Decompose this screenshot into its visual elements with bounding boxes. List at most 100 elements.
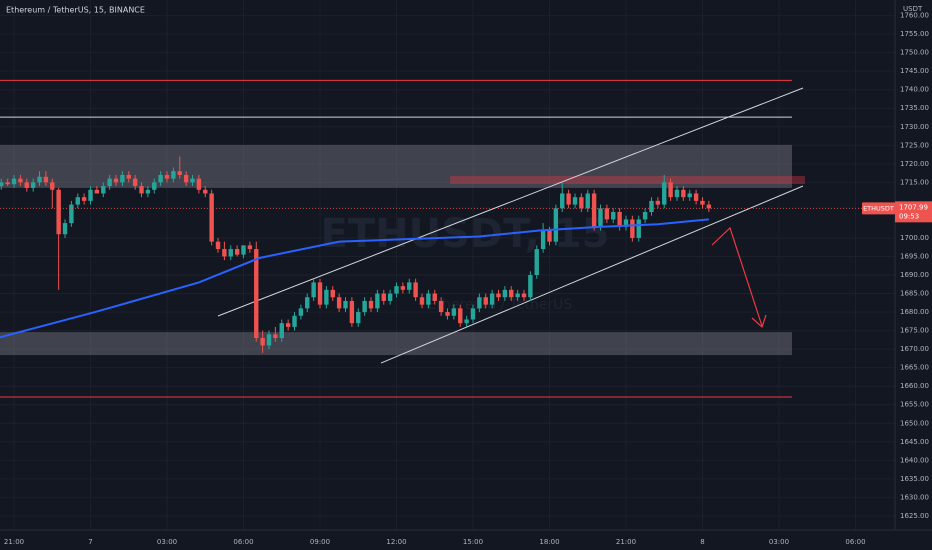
candle-body bbox=[196, 178, 202, 190]
candle-body bbox=[362, 300, 367, 313]
candle-body bbox=[438, 300, 444, 313]
arrow-head bbox=[751, 314, 767, 329]
y-tick-label: 1675.00 bbox=[900, 327, 929, 335]
candle-body bbox=[477, 297, 482, 309]
candle-body bbox=[509, 289, 514, 298]
candle-body bbox=[120, 174, 125, 183]
candle-body bbox=[62, 223, 68, 235]
watermark: ETHUSDT, 15 bbox=[321, 211, 610, 257]
candle-body bbox=[69, 204, 74, 224]
candle-body bbox=[419, 297, 425, 305]
candle-body bbox=[5, 182, 10, 185]
candle-body bbox=[228, 249, 233, 257]
x-tick-label: 21:00 bbox=[4, 538, 24, 546]
candle-body bbox=[617, 212, 622, 227]
candle-body bbox=[330, 289, 335, 298]
candle-body bbox=[24, 182, 29, 188]
currency: USDT bbox=[903, 5, 923, 13]
candle-body bbox=[458, 308, 463, 324]
candle-body bbox=[413, 282, 418, 298]
symbol-label: ETHUSDT bbox=[863, 204, 894, 212]
y-tick-label: 1660.00 bbox=[900, 382, 929, 390]
y-tick-label: 1715.00 bbox=[900, 178, 929, 186]
y-tick-label: 1645.00 bbox=[900, 438, 929, 446]
y-tick-label: 1685.00 bbox=[900, 290, 929, 298]
candle-body bbox=[18, 178, 23, 183]
candle-body bbox=[368, 300, 374, 309]
x-tick-label: 03:00 bbox=[769, 538, 789, 546]
y-tick-label: 1730.00 bbox=[900, 123, 929, 131]
candle-body bbox=[451, 308, 457, 316]
y-tick-label: 1650.00 bbox=[900, 419, 929, 427]
candle-body bbox=[190, 178, 195, 183]
y-tick-label: 1640.00 bbox=[900, 456, 929, 464]
candle-body bbox=[222, 249, 227, 257]
candle-body bbox=[88, 189, 93, 201]
candle-body bbox=[81, 197, 87, 201]
candle-body bbox=[687, 193, 692, 198]
candle-body bbox=[158, 174, 163, 183]
candle-body bbox=[305, 297, 310, 309]
y-tick-label: 1630.00 bbox=[900, 493, 929, 501]
candle-body bbox=[113, 178, 119, 183]
last-price-label: 1707.99 bbox=[899, 203, 928, 211]
x-tick-label: 09:00 bbox=[310, 538, 330, 546]
y-tick-label: 1720.00 bbox=[900, 160, 929, 168]
candle-body bbox=[0, 182, 4, 187]
candle-body bbox=[311, 282, 316, 298]
candle-body bbox=[540, 230, 546, 250]
candle-body bbox=[547, 230, 552, 242]
candle-body bbox=[260, 338, 265, 346]
moving-average bbox=[0, 218, 709, 339]
candle-body bbox=[126, 174, 131, 179]
x-tick-label: 06:00 bbox=[845, 538, 865, 546]
candle-body bbox=[247, 245, 253, 250]
candle-body bbox=[37, 176, 42, 183]
candle-body bbox=[655, 200, 661, 205]
countdown-label: 09:53 bbox=[899, 212, 919, 220]
y-tick-label: 1760.00 bbox=[900, 12, 929, 20]
watermark-sub: Ethereum / TetherUS bbox=[428, 297, 573, 313]
candle-body bbox=[107, 178, 112, 187]
y-tick-label: 1680.00 bbox=[900, 308, 929, 316]
y-tick-label: 1635.00 bbox=[900, 475, 929, 483]
candle-body bbox=[445, 312, 450, 316]
candle-body bbox=[50, 182, 55, 190]
candle-body bbox=[649, 200, 654, 212]
candle-body bbox=[470, 308, 476, 320]
y-tick-label: 1740.00 bbox=[900, 86, 929, 94]
candle-body bbox=[636, 219, 641, 238]
candle-body bbox=[164, 174, 170, 179]
y-tick-label: 1655.00 bbox=[900, 401, 929, 409]
candle-body bbox=[387, 293, 393, 301]
candle-body bbox=[579, 197, 584, 209]
candle-body bbox=[279, 323, 284, 339]
x-tick-label: 8 bbox=[700, 538, 704, 546]
y-tick-label: 1750.00 bbox=[900, 49, 929, 57]
candle-body bbox=[432, 293, 437, 301]
candle-body bbox=[706, 204, 712, 209]
candle-body bbox=[407, 282, 412, 290]
candle-body bbox=[521, 293, 527, 298]
candle-body bbox=[101, 186, 106, 194]
chart-title: Ethereum / TetherUS, 15, BINANCE bbox=[6, 6, 145, 15]
candle-body bbox=[642, 212, 648, 220]
candle-body bbox=[585, 193, 590, 209]
candle-body bbox=[177, 171, 182, 175]
candle-body bbox=[234, 249, 240, 255]
resistance-band bbox=[450, 176, 805, 184]
y-tick-label: 1725.00 bbox=[900, 141, 929, 149]
price-tag bbox=[895, 201, 932, 223]
candle-body bbox=[356, 312, 361, 324]
candle-body bbox=[630, 219, 635, 238]
x-tick-label: 18:00 bbox=[539, 538, 559, 546]
candle-body bbox=[145, 189, 151, 194]
candle-body bbox=[572, 197, 578, 205]
candle-body bbox=[292, 315, 297, 327]
candle-body bbox=[502, 289, 508, 298]
candle-body bbox=[496, 293, 501, 298]
candle-body bbox=[298, 308, 304, 316]
candle-body bbox=[668, 182, 673, 198]
channel-upper bbox=[217, 87, 804, 317]
